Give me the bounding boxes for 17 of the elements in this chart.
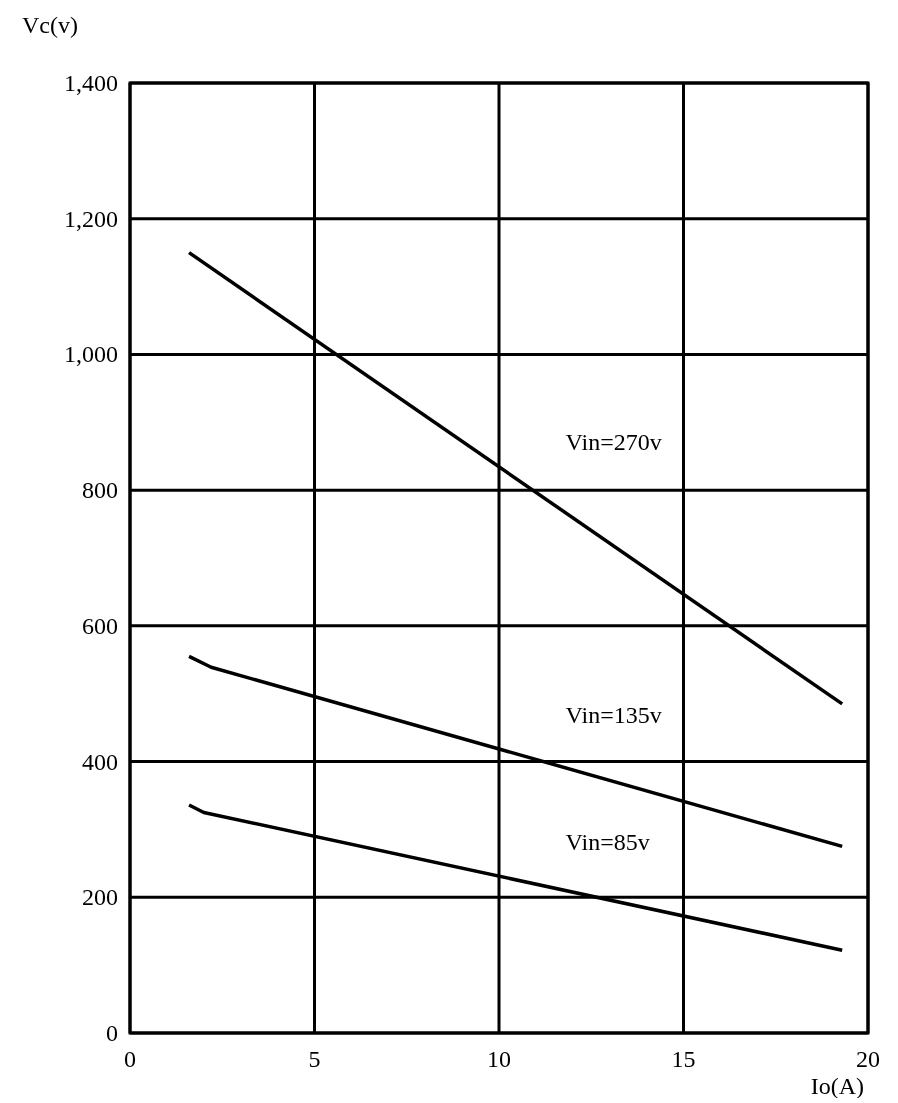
y-axis-title: Vc(v) [22, 12, 78, 38]
x-tick-label: 20 [856, 1046, 880, 1072]
x-tick-label: 15 [671, 1046, 696, 1072]
y-tick-label: 1,400 [64, 70, 118, 96]
y-tick-label: 1,200 [64, 205, 118, 232]
series-label: Vin=270v [565, 429, 662, 456]
x-tick-label: 10 [487, 1046, 511, 1072]
x-tick-label: 5 [308, 1046, 321, 1072]
y-tick-label: 0 [106, 1020, 118, 1046]
y-tick-label: 1,000 [64, 341, 118, 368]
x-tick-label: 0 [124, 1046, 136, 1072]
y-tick-label: 800 [82, 477, 118, 504]
series-label: Vin=85v [565, 828, 650, 855]
y-tick-label: 600 [82, 612, 118, 639]
y-tick-label: 400 [82, 748, 118, 775]
y-tick-label: 200 [82, 884, 118, 911]
series-label: Vin=135v [565, 702, 662, 729]
